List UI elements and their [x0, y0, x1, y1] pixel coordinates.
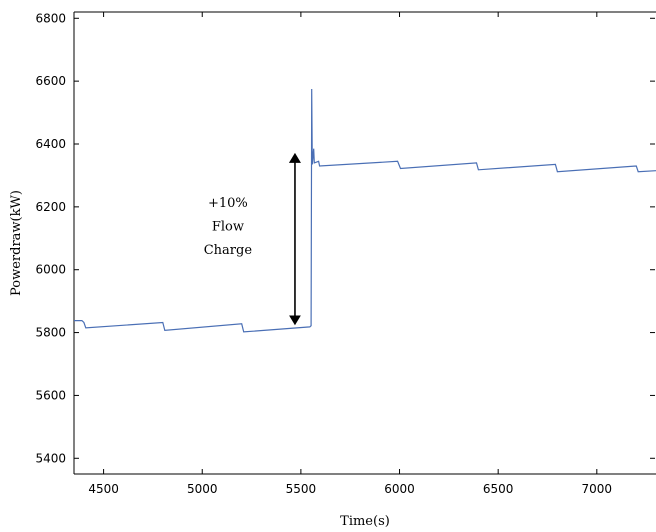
y-tick-label: 5800 [35, 326, 66, 340]
annotations: +10% Flow Charge [204, 152, 301, 326]
y-ticks: 5400 5600 5800 6000 6200 6400 6600 6800 [35, 11, 655, 465]
x-ticks: 4500 5000 5500 6000 6500 7000 [88, 12, 612, 496]
x-axis-title: Time(s) [340, 514, 390, 529]
x-tick-label: 6000 [384, 482, 415, 496]
y-tick-label: 6800 [35, 11, 66, 25]
annotation-line: Flow [212, 219, 244, 234]
y-tick-label: 6000 [35, 263, 66, 277]
y-tick-label: 6200 [35, 200, 66, 214]
y-tick-label: 6600 [35, 74, 66, 88]
x-tick-label: 5500 [286, 482, 317, 496]
annotation-line: Charge [204, 243, 253, 258]
x-tick-label: 6500 [483, 482, 514, 496]
axes [73, 11, 656, 475]
y-axis-title: Powerdraw(kW) [9, 190, 24, 296]
x-tick-label: 5000 [187, 482, 218, 496]
series [74, 88, 656, 333]
annotation-line: +10% [208, 196, 248, 211]
y-tick-label: 5400 [35, 451, 66, 465]
x-tick-label: 7000 [582, 482, 613, 496]
x-tick-label: 4500 [88, 482, 119, 496]
y-tick-label: 5600 [35, 388, 66, 402]
series-line [74, 88, 656, 333]
y-tick-label: 6400 [35, 137, 66, 151]
